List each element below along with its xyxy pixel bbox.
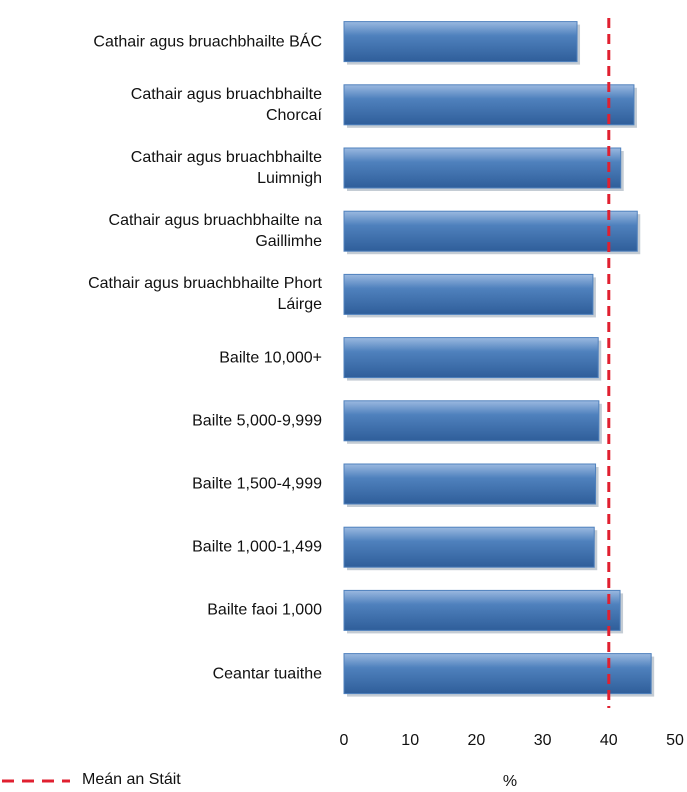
- x-axis-label: %: [503, 773, 517, 790]
- legend-label: Meán an Stáit: [82, 771, 181, 788]
- y-tick-label: Ceantar tuaithe: [212, 665, 322, 683]
- bar: [343, 589, 621, 631]
- y-tick-label: Cathair agus bruachbhailte Chorcaí: [130, 85, 322, 124]
- bar: [343, 653, 652, 695]
- y-tick-label: Cathair agus bruachbhailte Phort Láirge: [88, 275, 322, 314]
- x-tick-label: 30: [534, 732, 552, 749]
- x-tick-label: 40: [600, 732, 618, 749]
- y-tick-label: Bailte 10,000+: [219, 349, 322, 367]
- bar: [343, 21, 578, 63]
- x-tick-label: 0: [340, 732, 349, 749]
- bar: [343, 400, 600, 442]
- bar: [343, 84, 635, 126]
- y-tick-label: Bailte 1,500-4,999: [192, 475, 322, 493]
- x-tick-label: 50: [666, 732, 684, 749]
- bar: [343, 463, 597, 505]
- y-tick-label: Cathair agus bruachbhailte Luimnigh: [130, 149, 322, 187]
- bar: [343, 273, 594, 315]
- bar: [343, 526, 595, 568]
- bar: [343, 147, 622, 189]
- x-tick-label: 20: [468, 732, 486, 749]
- y-tick-label: Bailte faoi 1,000: [207, 601, 322, 619]
- bar: [343, 210, 638, 252]
- y-tick-label: Cathair agus bruachbhailte BÁC: [93, 33, 322, 51]
- bar: [343, 337, 599, 379]
- y-tick-label: Cathair agus bruachbhailte na Gaillimhe: [108, 212, 322, 251]
- y-tick-label: Bailte 1,000-1,499: [192, 538, 322, 556]
- x-tick-label: 10: [401, 732, 419, 749]
- y-tick-label: Bailte 5,000-9,999: [192, 412, 322, 430]
